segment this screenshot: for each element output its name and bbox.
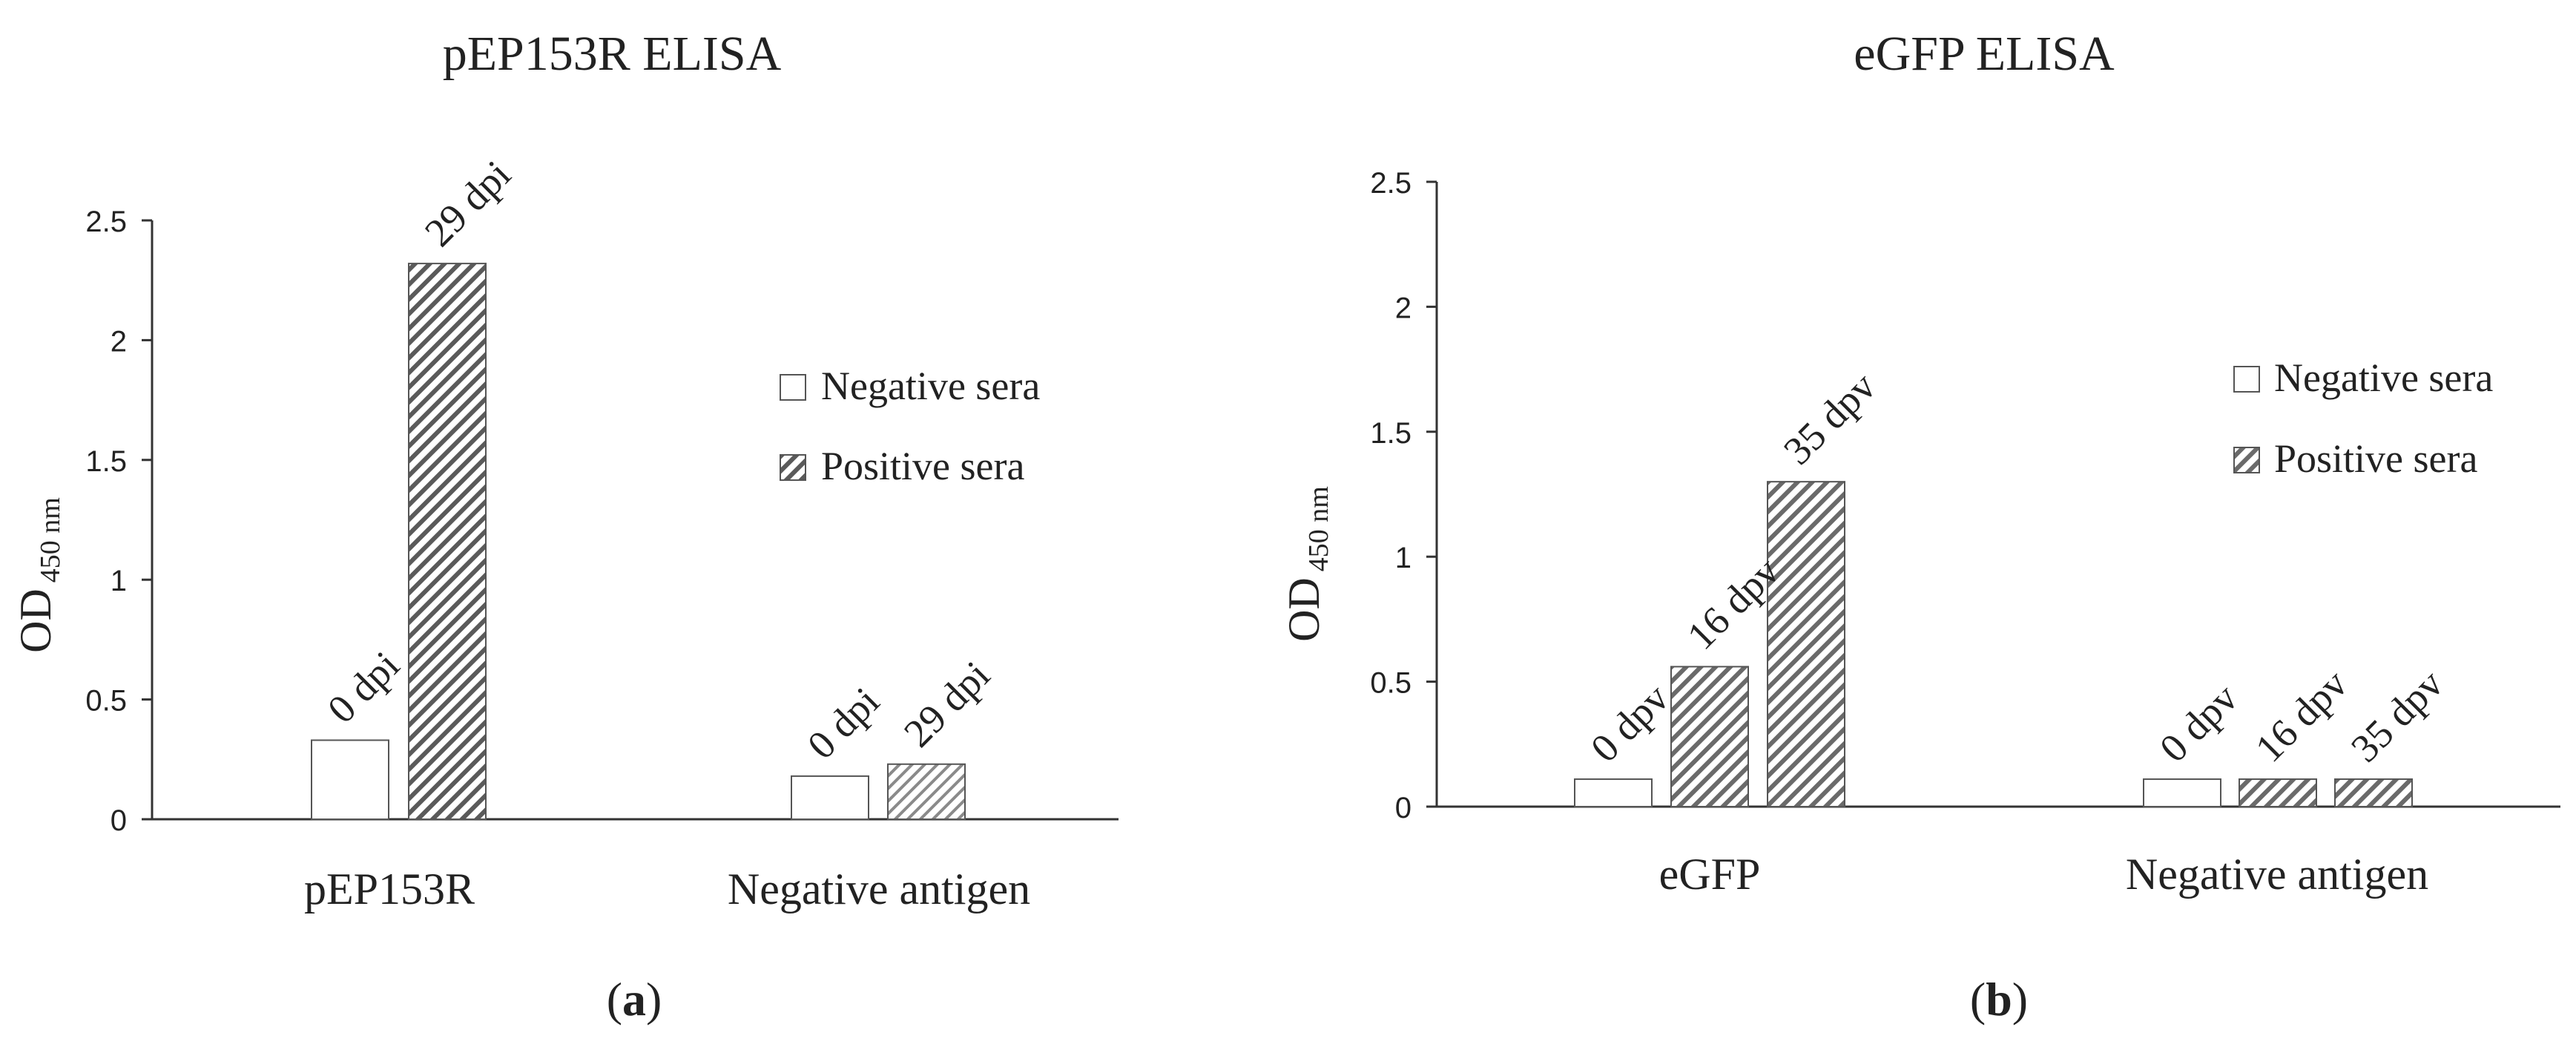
panel-a-legend-label-positive: Positive sera bbox=[821, 444, 1024, 488]
panel-b-bars bbox=[1574, 481, 2413, 808]
panel-a-bar-label: 29 dpi bbox=[895, 652, 998, 755]
panel-b-bar-label: 0 dpv bbox=[1582, 675, 1677, 770]
panel-b-y-axis-subscript: 450 nm bbox=[1303, 486, 1334, 571]
panel-a-legend-swatch-positive bbox=[780, 454, 806, 481]
panel-b-chart: eGFP ELISA OD 450 nm 0 0.5 1 1.5 2 2.5 0 dpv 0 … bbox=[1279, 27, 2560, 1026]
panel-a-bar bbox=[408, 263, 487, 820]
panel-a-y-tick-label: 2 bbox=[111, 325, 127, 358]
panel-b-bar bbox=[1767, 481, 1845, 807]
panel-a-legend-swatch-negative bbox=[780, 374, 806, 401]
panel-b-title: eGFP ELISA bbox=[1854, 27, 2115, 81]
panel-a-bar bbox=[311, 739, 389, 821]
panel-a-label-letter: a bbox=[622, 973, 646, 1026]
panel-b-y-axis-title: OD bbox=[1279, 577, 1328, 642]
panel-b-legend-label-positive: Positive sera bbox=[2274, 436, 2477, 481]
panel-b-y-axis-label: OD 450 nm bbox=[1279, 486, 1334, 642]
panel-b-bar-label: 35 dpv bbox=[1775, 364, 1884, 473]
panel-a-category-label-2: Negative antigen bbox=[728, 865, 1030, 913]
panel-a-chart: pEP153R ELISA OD 450 nm 0 0.5 1 1.5 2 2.5 0 dp… bbox=[11, 27, 1119, 1026]
panel-a-y-tick-label: 2.5 bbox=[85, 206, 127, 238]
panel-a-label: (a) bbox=[607, 973, 662, 1026]
panel-b-y-tick-label: 0 bbox=[1395, 792, 1411, 824]
panel-a-bar-label: 29 dpi bbox=[416, 152, 519, 255]
panel-b-bar bbox=[1574, 778, 1653, 808]
panel-b-legend: Negative sera Positive sera bbox=[2233, 355, 2493, 481]
panel-a-bar bbox=[887, 763, 966, 820]
panel-b-y-tick-label: 2.5 bbox=[1370, 167, 1411, 200]
panel-a-y-tick-label: 0.5 bbox=[85, 685, 127, 718]
panel-b-y-tick-label: 0.5 bbox=[1370, 667, 1411, 700]
panel-b-category-label-2: Negative antigen bbox=[2126, 850, 2428, 899]
panel-b-legend-swatch-negative bbox=[2233, 366, 2260, 393]
panel-a-category-label-1: pEP153R bbox=[304, 865, 475, 913]
svg-text:OD450 nm: OD 450 nm bbox=[1279, 486, 1334, 642]
panel-b-bar-label: 0 dpv bbox=[2151, 675, 2246, 770]
panel-b-y-tick-label: 2 bbox=[1395, 292, 1411, 324]
panel-a-y-axis-subscript: 450 nm bbox=[35, 497, 66, 583]
panel-b-bar bbox=[2143, 778, 2221, 808]
panel-b-bar bbox=[2334, 778, 2413, 808]
panel-a-y-tick-label: 1.5 bbox=[85, 445, 127, 478]
panel-a-bar-label: 0 dpi bbox=[799, 679, 888, 768]
panel-b-legend-label-negative: Negative sera bbox=[2274, 355, 2493, 400]
panel-a-bar-label: 0 dpi bbox=[319, 643, 408, 732]
panel-a-legend: Negative sera Positive sera bbox=[780, 364, 1040, 488]
panel-a-y-axis-title: OD bbox=[11, 588, 60, 653]
panel-b-bar bbox=[1670, 666, 1749, 808]
panel-b-bar-label: 35 dpv bbox=[2342, 661, 2451, 770]
panel-a-bars bbox=[311, 263, 966, 821]
panel-b-category-label-1: eGFP bbox=[1659, 850, 1761, 899]
panel-b-y-tick-label: 1.5 bbox=[1370, 417, 1411, 450]
panel-a-axes: 0 0.5 1 1.5 2 2.5 bbox=[85, 206, 1119, 837]
panel-b-label-letter: b bbox=[1986, 973, 2012, 1026]
panel-a-legend-label-negative: Negative sera bbox=[821, 364, 1040, 408]
panel-b-label: (b) bbox=[1970, 973, 2028, 1026]
panel-a-y-axis-label: OD 450 nm bbox=[11, 497, 66, 653]
panel-b-legend-swatch-positive bbox=[2233, 447, 2260, 473]
panel-b-bar-label: 16 dpv bbox=[2247, 661, 2356, 770]
svg-text:OD450 nm: OD 450 nm bbox=[11, 497, 66, 653]
panel-a-bar bbox=[791, 775, 869, 820]
panel-b-bar bbox=[2239, 778, 2317, 808]
panel-a-y-tick-label: 1 bbox=[111, 565, 127, 597]
panel-a-title: pEP153R ELISA bbox=[443, 27, 782, 81]
panel-a-y-tick-label: 0 bbox=[111, 804, 127, 837]
panel-b-y-tick-label: 1 bbox=[1395, 542, 1411, 574]
